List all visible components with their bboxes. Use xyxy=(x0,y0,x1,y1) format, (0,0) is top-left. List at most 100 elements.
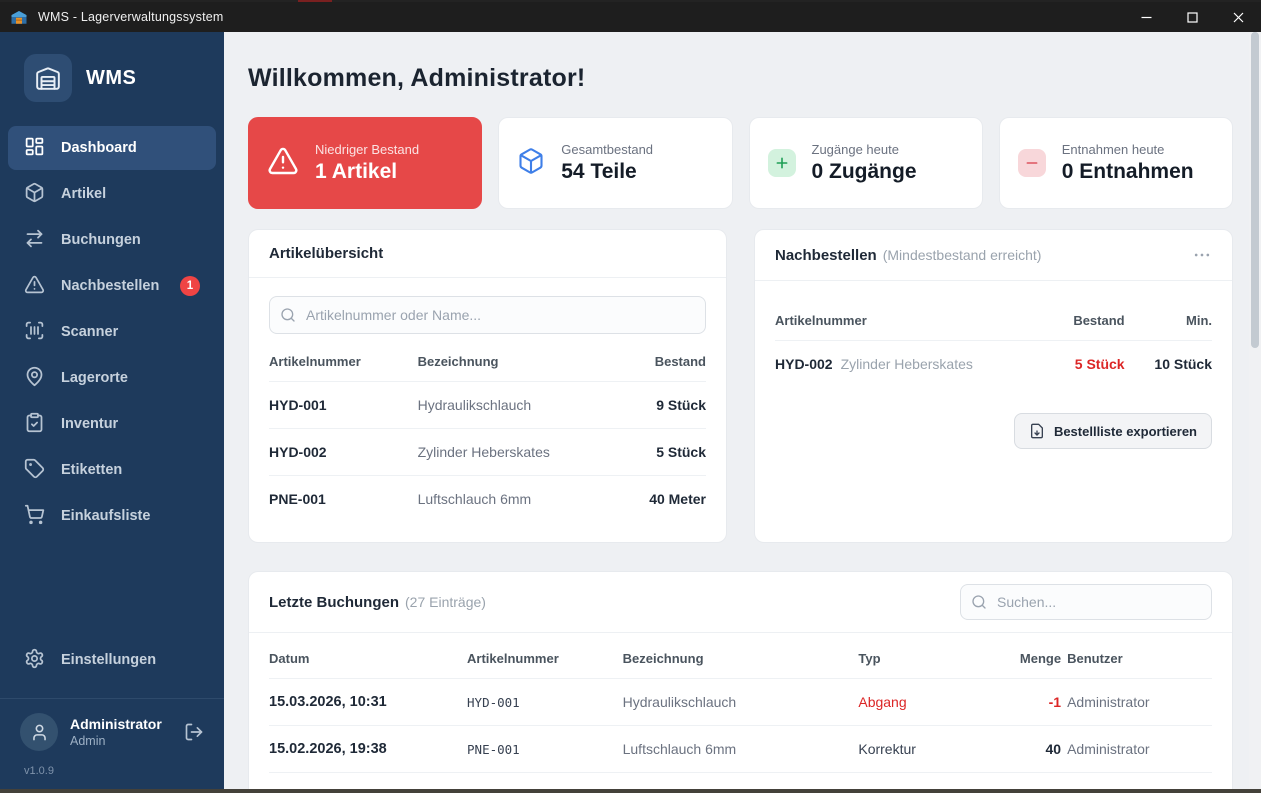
desktop-edge xyxy=(0,0,1261,2)
dashboard-icon xyxy=(24,136,45,161)
table-row[interactable]: HYD-002 Zylinder Heberskates 5 Stück xyxy=(269,428,706,476)
main-content: Willkommen, Administrator! Niedriger Bes… xyxy=(224,32,1261,789)
user-profile: Administrator Admin xyxy=(0,699,224,757)
column-header: Artikelnummer xyxy=(269,354,361,369)
export-order-list-button[interactable]: Bestellliste exportieren xyxy=(1013,413,1212,449)
reorder-panel: Nachbestellen (Mindestbestand erreicht) … xyxy=(754,229,1233,543)
sidebar-item-label: Nachbestellen xyxy=(61,278,160,294)
minus-icon xyxy=(1017,149,1046,177)
article-number: HYD-002 xyxy=(775,356,833,372)
maximize-button[interactable] xyxy=(1169,2,1215,32)
sidebar-item-label: Scanner xyxy=(61,324,119,340)
stat-value: 54 Teile xyxy=(561,160,637,183)
shopping-cart-icon xyxy=(24,504,45,529)
recent-bookings-panel: Letzte Buchungen (27 Einträge) Datum Art… xyxy=(248,571,1233,789)
stat-value: 1 Artikel xyxy=(315,160,398,183)
column-header: Min. xyxy=(1186,313,1212,328)
column-header: Typ xyxy=(858,651,881,666)
cube-icon xyxy=(517,147,545,180)
column-header: Bezeichnung xyxy=(417,354,499,369)
column-header: Datum xyxy=(269,651,310,666)
gear-icon xyxy=(24,648,45,673)
transfer-arrows-icon xyxy=(24,228,45,253)
stat-card-low-stock[interactable]: Niedriger Bestand 1 Artikel xyxy=(248,117,483,209)
barcode-scan-icon xyxy=(24,320,45,345)
warning-triangle-icon xyxy=(267,145,299,182)
sidebar-item-artikel[interactable]: Artikel xyxy=(8,172,216,216)
table-row[interactable]: HYD-001 Hydraulikschlauch 9 Stück xyxy=(269,381,706,429)
file-download-icon xyxy=(1030,423,1043,439)
stat-label: Entnahmen heute xyxy=(1061,142,1165,157)
sidebar-item-label: Lagerorte xyxy=(61,370,128,386)
search-icon xyxy=(971,594,987,610)
sidebar-divider xyxy=(0,698,224,699)
sidebar-item-dashboard[interactable]: Dashboard xyxy=(8,126,216,170)
panel-title: Letzte Buchungen xyxy=(269,593,399,611)
column-header: Menge xyxy=(1019,651,1062,666)
article-overview-table: Artikelnummer Bezeichnung Bestand HYD-00… xyxy=(269,340,706,522)
article-search-input[interactable] xyxy=(269,296,706,334)
close-button[interactable] xyxy=(1215,2,1261,32)
sidebar-item-label: Buchungen xyxy=(61,232,141,248)
package-icon xyxy=(24,182,45,207)
avatar xyxy=(20,713,58,751)
table-row[interactable]: HYD-002 Zylinder Heberskates 5 Stück 10 S… xyxy=(775,340,1212,387)
sidebar-item-inventur[interactable]: Inventur xyxy=(8,402,216,446)
app-version: v1.0.9 xyxy=(24,765,54,777)
panel-title: Nachbestellen xyxy=(775,246,877,264)
entries-count: (27 Einträge) xyxy=(405,594,486,610)
column-header: Benutzer xyxy=(1067,651,1123,666)
table-row[interactable]: 15.02.2026, 19:38 PNE-001 Luftschlauch 6… xyxy=(269,725,1212,773)
sidebar-item-label: Einstellungen xyxy=(61,652,157,668)
vertical-scrollbar[interactable] xyxy=(1249,32,1261,789)
stat-card-inbound-today: Zugänge heute 0 Zugänge xyxy=(748,117,983,209)
window-title: WMS - Lagerverwaltungssystem xyxy=(38,10,224,24)
stat-value: 0 Entnahmen xyxy=(1061,160,1194,183)
warehouse-app-icon xyxy=(10,8,28,26)
minimize-button[interactable] xyxy=(1123,2,1169,32)
table-row[interactable]: 15.03.2026, 10:31 HYD-001 Hydraulikschla… xyxy=(269,678,1212,726)
map-pin-icon xyxy=(24,366,45,391)
sidebar-item-nachbestellen[interactable]: Nachbestellen 1 xyxy=(8,264,216,308)
table-row[interactable]: PNE-001 Luftschlauch 6mm 40 Meter xyxy=(269,475,706,522)
sidebar-item-einkaufsliste[interactable]: Einkaufsliste xyxy=(8,494,216,538)
column-header: Bestand xyxy=(654,354,706,369)
page-title: Willkommen, Administrator! xyxy=(248,64,586,92)
reorder-count-badge: 1 xyxy=(180,276,200,296)
app-logo: WMS xyxy=(0,32,224,126)
plus-icon xyxy=(767,149,796,177)
column-header: Bestand xyxy=(1073,313,1125,328)
warning-triangle-icon xyxy=(24,274,45,299)
window-bottom-edge xyxy=(0,789,1261,793)
sidebar-nav: Dashboard Artikel Buchungen xyxy=(0,126,224,538)
sidebar-item-etiketten[interactable]: Etiketten xyxy=(8,448,216,492)
sidebar-item-label: Einkaufsliste xyxy=(61,508,151,524)
bookings-search-input[interactable] xyxy=(960,584,1212,620)
bookings-table: Datum Artikelnummer Bezeichnung Typ Meng… xyxy=(269,637,1212,773)
column-header: Artikelnummer xyxy=(775,313,867,328)
logo-text: WMS xyxy=(86,66,137,89)
reorder-table: Artikelnummer Bestand Min. HYD-002 Zylind… xyxy=(775,299,1212,387)
stat-card-total-stock: Gesamtbestand 54 Teile xyxy=(498,117,733,209)
tag-icon xyxy=(24,458,45,483)
scrollbar-thumb[interactable] xyxy=(1251,32,1259,348)
article-name: Zylinder Heberskates xyxy=(840,356,973,372)
sidebar-item-einstellungen[interactable]: Einstellungen xyxy=(8,638,216,682)
stat-label: Niedriger Bestand xyxy=(315,142,420,157)
stat-card-outbound-today: Entnahmen heute 0 Entnahmen xyxy=(998,117,1233,209)
stat-cards: Niedriger Bestand 1 Artikel Gesamtbestan… xyxy=(248,117,1233,209)
user-name: Administrator xyxy=(70,716,162,732)
warehouse-logo-icon xyxy=(24,54,72,102)
titlebar: WMS - Lagerverwaltungssystem xyxy=(0,2,1261,32)
logout-icon[interactable] xyxy=(184,722,204,742)
sidebar-item-scanner[interactable]: Scanner xyxy=(8,310,216,354)
sidebar-item-label: Artikel xyxy=(61,186,107,202)
article-overview-panel: Artikelübersicht Artikelnummer Beze xyxy=(248,229,727,543)
sidebar-item-label: Etiketten xyxy=(61,462,123,478)
sidebar-item-buchungen[interactable]: Buchungen xyxy=(8,218,216,262)
more-options-icon[interactable] xyxy=(1192,245,1212,265)
sidebar-item-lagerorte[interactable]: Lagerorte xyxy=(8,356,216,400)
stat-label: Gesamtbestand xyxy=(561,142,654,157)
sidebar-item-label: Dashboard xyxy=(61,140,137,156)
column-header: Artikelnummer xyxy=(467,651,559,666)
